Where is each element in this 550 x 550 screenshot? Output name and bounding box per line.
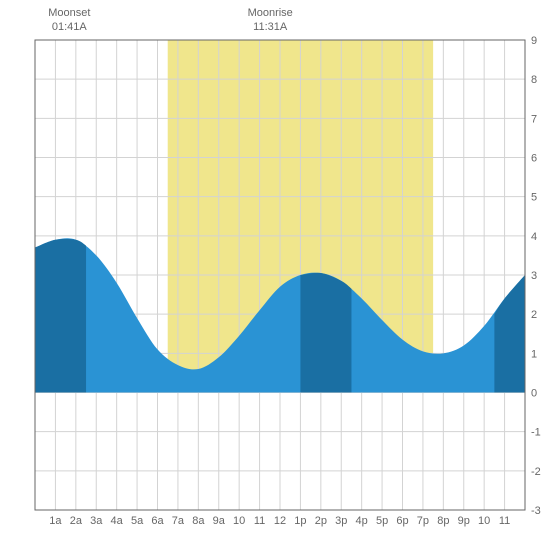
x-tick-label: 11	[254, 515, 265, 527]
x-tick-label: 8p	[437, 515, 449, 527]
y-tick-label: 3	[531, 270, 537, 282]
x-tick-label: 7p	[417, 515, 429, 527]
x-tick-label: 7a	[172, 515, 185, 527]
x-tick-label: 5a	[131, 515, 144, 527]
x-tick-label: 2a	[70, 515, 83, 527]
y-tick-label: -2	[531, 466, 541, 478]
x-tick-label: 4a	[111, 515, 124, 527]
x-tick-label: 9p	[458, 515, 470, 527]
y-tick-label: 8	[531, 74, 537, 86]
x-tick-label: 6a	[151, 515, 164, 527]
x-tick-label: 6p	[396, 515, 408, 527]
x-tick-label: 1a	[49, 515, 62, 527]
tide-series-dark-1	[300, 273, 351, 393]
y-tick-label: 6	[531, 153, 537, 165]
tide-series-dark-0	[35, 239, 86, 393]
x-tick-label: 11	[499, 515, 510, 527]
y-tick-label: 0	[531, 388, 537, 400]
moonrise-time: 11:31A	[248, 20, 293, 34]
moonset-label: Moonset	[48, 6, 90, 20]
y-tick-label: 9	[531, 35, 537, 47]
x-tick-label: 3p	[335, 515, 347, 527]
x-tick-label: 10	[233, 515, 245, 527]
y-tick-label: -3	[531, 505, 541, 517]
y-tick-label: 5	[531, 192, 537, 204]
y-tick-label: 2	[531, 309, 537, 321]
moonset-annotation: Moonset 01:41A	[48, 6, 90, 35]
moonset-time: 01:41A	[48, 20, 90, 34]
y-tick-label: 4	[531, 231, 537, 243]
x-tick-label: 9a	[213, 515, 226, 527]
x-tick-label: 10	[478, 515, 490, 527]
x-tick-label: 3a	[90, 515, 103, 527]
tide-chart: -3-2-101234567891a2a3a4a5a6a7a8a9a101112…	[0, 0, 550, 550]
x-tick-label: 2p	[315, 515, 327, 527]
x-tick-label: 8a	[192, 515, 205, 527]
x-tick-label: 12	[274, 515, 286, 527]
moonrise-label: Moonrise	[248, 6, 293, 20]
y-tick-label: 1	[531, 348, 537, 360]
y-tick-label: -1	[531, 427, 541, 439]
x-tick-label: 5p	[376, 515, 388, 527]
x-tick-label: 4p	[356, 515, 368, 527]
moonrise-annotation: Moonrise 11:31A	[248, 6, 293, 35]
y-tick-label: 7	[531, 113, 537, 125]
x-tick-label: 1p	[294, 515, 306, 527]
